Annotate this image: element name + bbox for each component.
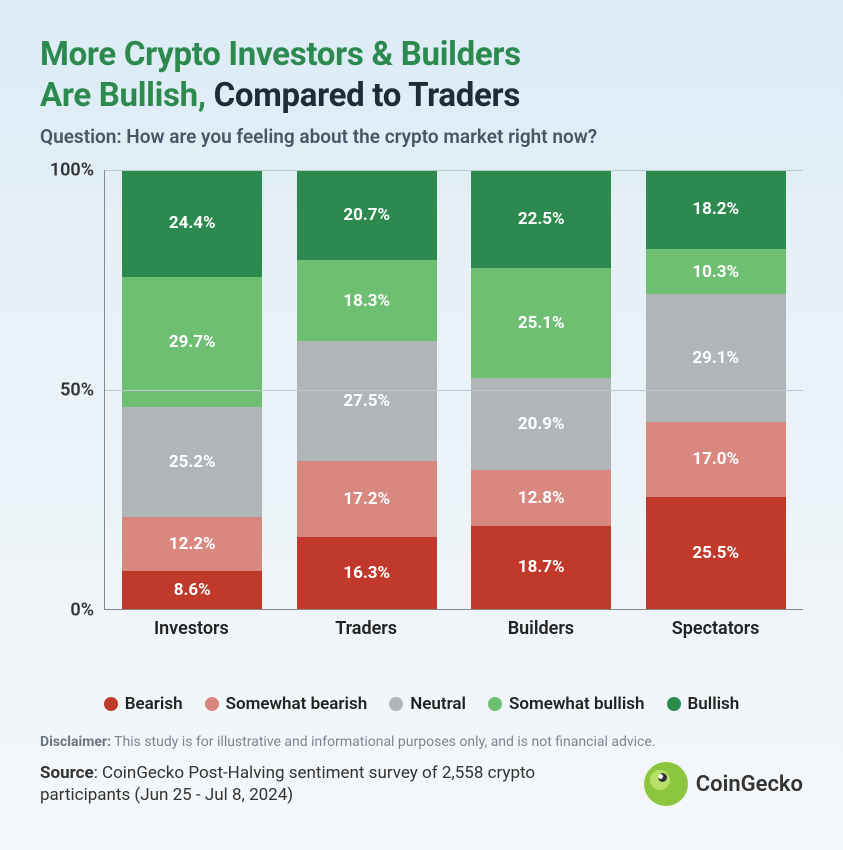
bar-segment: 20.7% [297,170,437,261]
bar-segment: 25.1% [471,268,611,378]
legend-swatch [205,697,219,711]
bar-segment: 18.3% [297,260,437,340]
gridline [105,170,803,171]
bar-segment: 24.4% [122,170,262,277]
bar-segment: 22.5% [471,170,611,269]
x-axis-labels: Investors Traders Builders Spectators [104,618,803,639]
source-row: Source: CoinGecko Post-Halving sentiment… [40,762,803,808]
legend-item: Bullish [667,694,740,714]
bar-segment: 17.2% [297,461,437,537]
bar-segment: 25.5% [646,497,786,609]
infographic-container: More Crypto Investors & Builders Are Bul… [0,0,843,850]
x-axis-label: Spectators [646,618,786,639]
legend-item: Bearish [104,694,183,714]
chart-subtitle: Question: How are you feeling about the … [40,125,803,148]
legend: Bearish Somewhat bearish Neutral Somewhat b… [40,694,803,714]
legend-swatch [104,697,118,711]
disclaimer: Disclaimer: This study is for illustrati… [40,734,803,750]
chart-area: 0%50%100% 8.6%12.2%25.2%29.7%24.4%16.3%1… [40,170,803,650]
disclaimer-prefix: Disclaimer: [40,734,111,750]
x-axis-label: Traders [296,618,436,639]
brand: CoinGecko [644,762,803,806]
chart-title: More Crypto Investors & Builders Are Bul… [40,34,803,117]
title-line2-green: Are Bullish, [40,76,206,115]
source-prefix: Source [40,763,94,783]
bar-segment: 18.7% [471,526,611,608]
bar-segment: 17.0% [646,422,786,497]
y-tick-label: 100% [50,159,94,180]
y-tick-label: 50% [60,379,94,400]
y-axis: 0%50%100% [40,170,104,610]
legend-label: Somewhat bullish [509,694,645,714]
legend-swatch [667,697,681,711]
disclaimer-text: This study is for illustrative and infor… [111,734,656,750]
title-line1: More Crypto Investors & Builders [40,35,521,74]
legend-label: Somewhat bearish [226,694,368,714]
legend-label: Neutral [410,694,466,714]
legend-label: Bullish [688,694,740,714]
bar-segment: 12.8% [471,470,611,526]
bar-segment: 12.2% [122,517,262,571]
legend-swatch [389,697,403,711]
bar-segment: 29.7% [122,277,262,407]
bar-segment: 10.3% [646,249,786,294]
source-text: : CoinGecko Post-Halving sentiment surve… [40,763,535,806]
gridline [105,390,803,391]
bar-segment: 16.3% [297,537,437,609]
bar-segment: 25.2% [122,407,262,518]
legend-item: Somewhat bullish [488,694,645,714]
source: Source: CoinGecko Post-Halving sentiment… [40,762,540,808]
legend-swatch [488,697,502,711]
legend-item: Neutral [389,694,466,714]
bar-segment: 20.9% [471,378,611,470]
bar-segment: 18.2% [646,170,786,250]
bar-segment: 29.1% [646,294,786,422]
bar-segment: 8.6% [122,571,262,609]
y-tick-label: 0% [70,599,94,620]
title-block: More Crypto Investors & Builders Are Bul… [40,34,803,148]
plot-area: 8.6%12.2%25.2%29.7%24.4%16.3%17.2%27.5%1… [104,170,803,610]
x-axis-label: Investors [121,618,261,639]
legend-item: Somewhat bearish [205,694,368,714]
brand-name: CoinGecko [696,772,803,797]
legend-label: Bearish [125,694,183,714]
title-line2-dark: Compared to Traders [206,76,520,115]
coingecko-logo-icon [644,762,688,806]
bar-segment: 27.5% [297,341,437,462]
x-axis-label: Builders [471,618,611,639]
